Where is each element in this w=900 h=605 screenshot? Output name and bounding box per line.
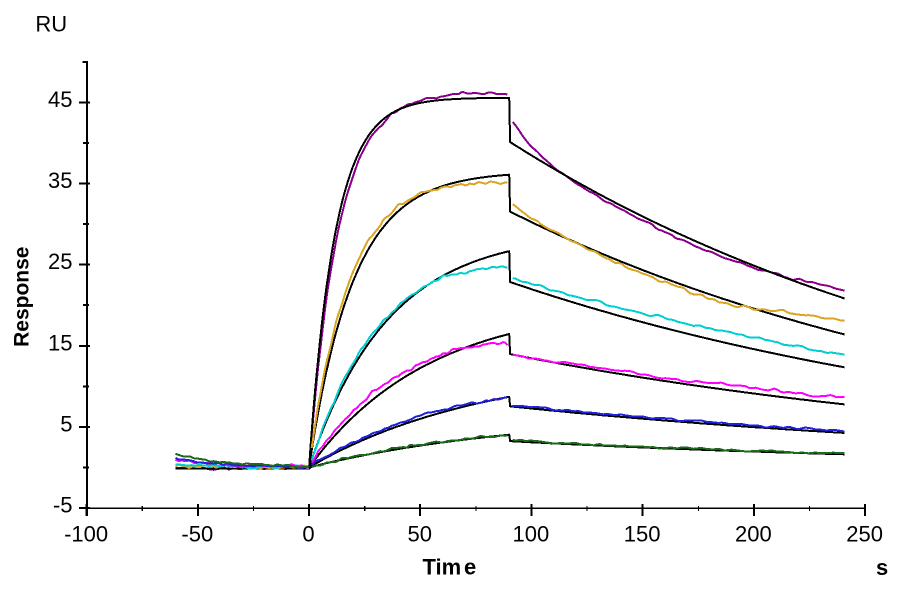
svg-text:s: s	[876, 555, 888, 580]
svg-text:35: 35	[48, 168, 72, 193]
svg-text:5: 5	[60, 411, 72, 436]
svg-text:50: 50	[407, 522, 431, 547]
svg-text:-100: -100	[64, 522, 108, 547]
svg-text:Response: Response	[11, 247, 34, 347]
svg-text:100: 100	[513, 522, 550, 547]
svg-text:RU: RU	[35, 12, 67, 37]
svg-text:Tim: Tim	[423, 555, 462, 580]
svg-text:250: 250	[846, 522, 883, 547]
svg-text:0: 0	[302, 522, 314, 547]
svg-text:200: 200	[735, 522, 772, 547]
svg-text:45: 45	[48, 87, 72, 112]
svg-text:e: e	[464, 555, 476, 580]
svg-text:-5: -5	[53, 493, 73, 518]
svg-text:25: 25	[48, 249, 72, 274]
svg-text:150: 150	[624, 522, 661, 547]
svg-text:-50: -50	[181, 522, 213, 547]
svg-text:15: 15	[48, 330, 72, 355]
